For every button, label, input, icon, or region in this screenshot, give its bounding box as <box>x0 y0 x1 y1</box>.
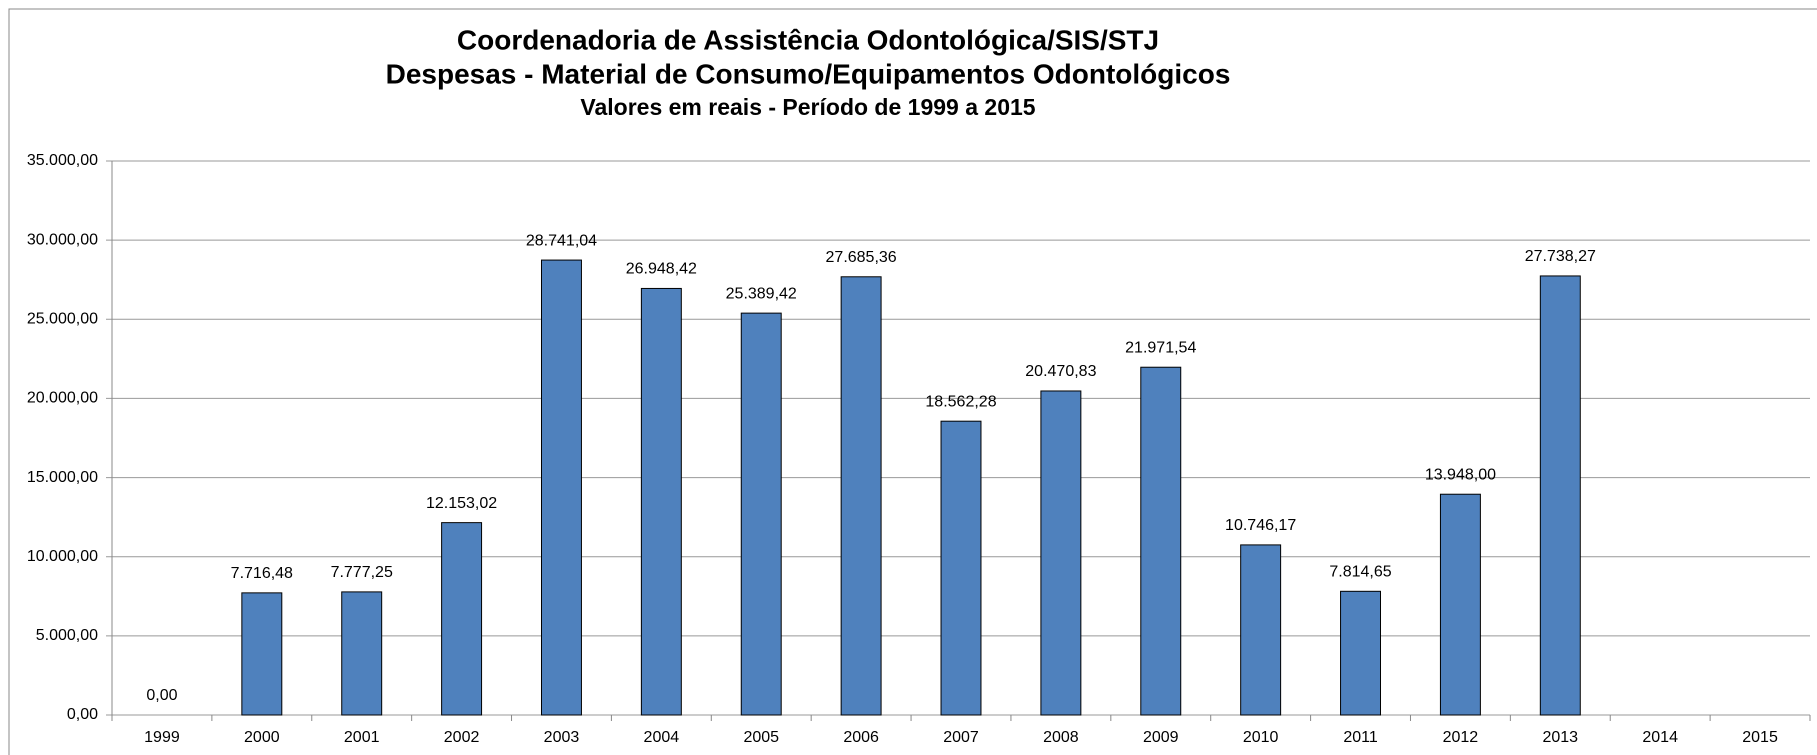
bar <box>1539 275 1581 716</box>
bar <box>1040 390 1082 716</box>
value-label: 27.685,36 <box>826 249 897 266</box>
y-tick-label: 15.000,00 <box>27 469 98 486</box>
chart-frame <box>8 8 1817 755</box>
x-tick-label: 2015 <box>1742 729 1778 746</box>
bar <box>1439 493 1481 716</box>
x-tick-label: 2003 <box>544 729 580 746</box>
x-tick-label: 2008 <box>1043 729 1079 746</box>
value-label: 13.948,00 <box>1425 466 1496 483</box>
value-label: 7.777,25 <box>331 564 393 581</box>
y-tick-label: 20.000,00 <box>27 390 98 407</box>
chart-subtitle: Valores em reais - Período de 1999 a 201… <box>580 94 1035 120</box>
value-label: 12.153,02 <box>426 495 497 512</box>
value-label: 18.562,28 <box>925 393 996 410</box>
x-tick-label: 2014 <box>1642 729 1678 746</box>
chart-title: Despesas - Material de Consumo/Equipamen… <box>386 58 1231 89</box>
x-tick-label: 2009 <box>1143 729 1179 746</box>
bar <box>1140 366 1182 716</box>
bar <box>1340 590 1382 716</box>
value-label: 25.389,42 <box>726 285 797 302</box>
x-tick-label: 2002 <box>444 729 480 746</box>
y-tick-label: 30.000,00 <box>27 231 98 248</box>
value-label: 20.470,83 <box>1025 363 1096 380</box>
bar <box>840 276 882 716</box>
bar <box>640 287 682 716</box>
x-tick-label: 2012 <box>1443 729 1479 746</box>
value-label: 10.746,17 <box>1225 517 1296 534</box>
bar <box>341 591 383 716</box>
x-tick-label: 2000 <box>244 729 280 746</box>
bar <box>441 522 483 716</box>
value-label: 21.971,54 <box>1125 339 1196 356</box>
x-tick-label: 2005 <box>743 729 779 746</box>
value-label: 0,00 <box>146 687 177 704</box>
x-tick-label: 2007 <box>943 729 979 746</box>
y-tick-label: 5.000,00 <box>36 627 98 644</box>
x-tick-label: 1999 <box>144 729 180 746</box>
y-tick-label: 35.000,00 <box>27 152 98 169</box>
value-label: 7.716,48 <box>231 565 293 582</box>
value-label: 7.814,65 <box>1329 564 1391 581</box>
value-label: 27.738,27 <box>1525 248 1596 265</box>
value-label: 26.948,42 <box>626 261 697 278</box>
y-tick-label: 25.000,00 <box>27 311 98 328</box>
x-tick-label: 2001 <box>344 729 380 746</box>
x-tick-label: 2010 <box>1243 729 1279 746</box>
bar <box>1240 544 1282 716</box>
x-tick-label: 2011 <box>1343 729 1378 746</box>
y-tick-label: 0,00 <box>67 706 98 723</box>
x-tick-label: 2006 <box>843 729 879 746</box>
x-tick-label: 2013 <box>1542 729 1578 746</box>
bar <box>940 420 982 716</box>
x-tick-label: 2004 <box>644 729 680 746</box>
bar <box>740 312 782 716</box>
y-tick-label: 10.000,00 <box>27 548 98 565</box>
chart-title: Coordenadoria de Assistência Odontológic… <box>457 24 1159 55</box>
value-label: 28.741,04 <box>526 232 597 249</box>
bar <box>241 592 283 716</box>
bar <box>540 259 582 716</box>
